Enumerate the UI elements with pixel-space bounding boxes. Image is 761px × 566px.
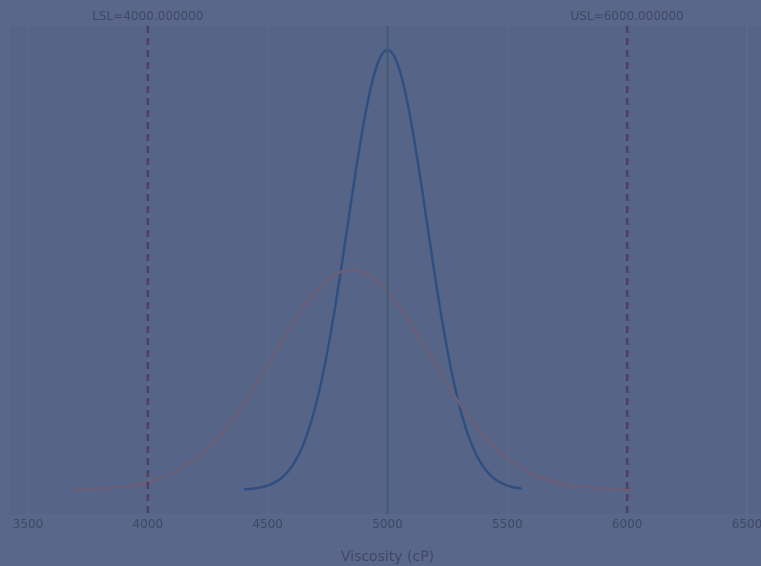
x-tick-label-3500: 3500 [13,517,44,531]
x-tick-label-5500: 5500 [492,517,523,531]
x-tick-label-6500: 6500 [732,517,761,531]
distribution-curve-2 [73,268,633,491]
plot-area [10,26,761,514]
x-tick-label-5000: 5000 [372,517,403,531]
x-axis-title: Viscosity (cP) [341,549,434,565]
x-tick-label-4500: 4500 [252,517,283,531]
x-axis-ticks: 3500 4000 4500 5000 5500 6000 6500 [13,517,761,531]
distribution-curves [73,48,633,491]
x-tick-label-6000: 6000 [612,517,643,531]
x-tick-label-4000: 4000 [133,517,164,531]
usl-label: USL=6000.000000 [571,9,684,23]
distribution-curve-1 [243,48,522,491]
lsl-label: LSL=4000.000000 [92,9,203,23]
